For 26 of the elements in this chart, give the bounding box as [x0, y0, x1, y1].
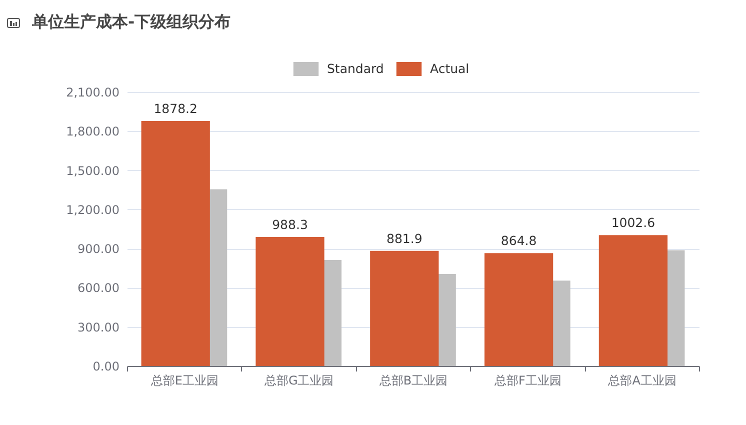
bar	[256, 237, 324, 366]
y-tick-label: 600.00	[78, 281, 120, 296]
x-tick-label: 总部A工业园	[607, 374, 676, 388]
y-tick-label: 900.00	[78, 242, 120, 256]
data-label: 881.9	[386, 230, 422, 246]
x-tick-label: 总部B工业园	[378, 374, 448, 388]
bar	[598, 235, 668, 366]
data-label: 1002.6	[611, 215, 656, 230]
legend-label: Actual	[430, 61, 470, 76]
y-tick-label: 2,100.00	[66, 86, 120, 100]
legend-label: Standard	[327, 61, 384, 76]
y-tick-label: 1,200.00	[66, 202, 120, 217]
y-tick-label: 1,800.00	[66, 124, 120, 139]
x-tick-label: 总部E工业园	[150, 374, 218, 388]
data-label: 864.8	[500, 233, 537, 248]
y-tick-label: 300.00	[78, 320, 120, 334]
x-tick-label: 总部F工业园	[493, 374, 562, 388]
x-tick-label: 总部G工业园	[263, 374, 334, 388]
chart-title: 单位生产成本-下级组织分布	[32, 12, 231, 33]
bar	[370, 250, 439, 366]
data-label: 988.3	[272, 217, 308, 232]
bar	[141, 120, 210, 366]
data-label: 1878.2	[154, 100, 198, 116]
y-tick-label: 1,500.00	[66, 164, 120, 178]
bar	[484, 253, 554, 366]
y-tick-label: 0.00	[92, 360, 120, 374]
